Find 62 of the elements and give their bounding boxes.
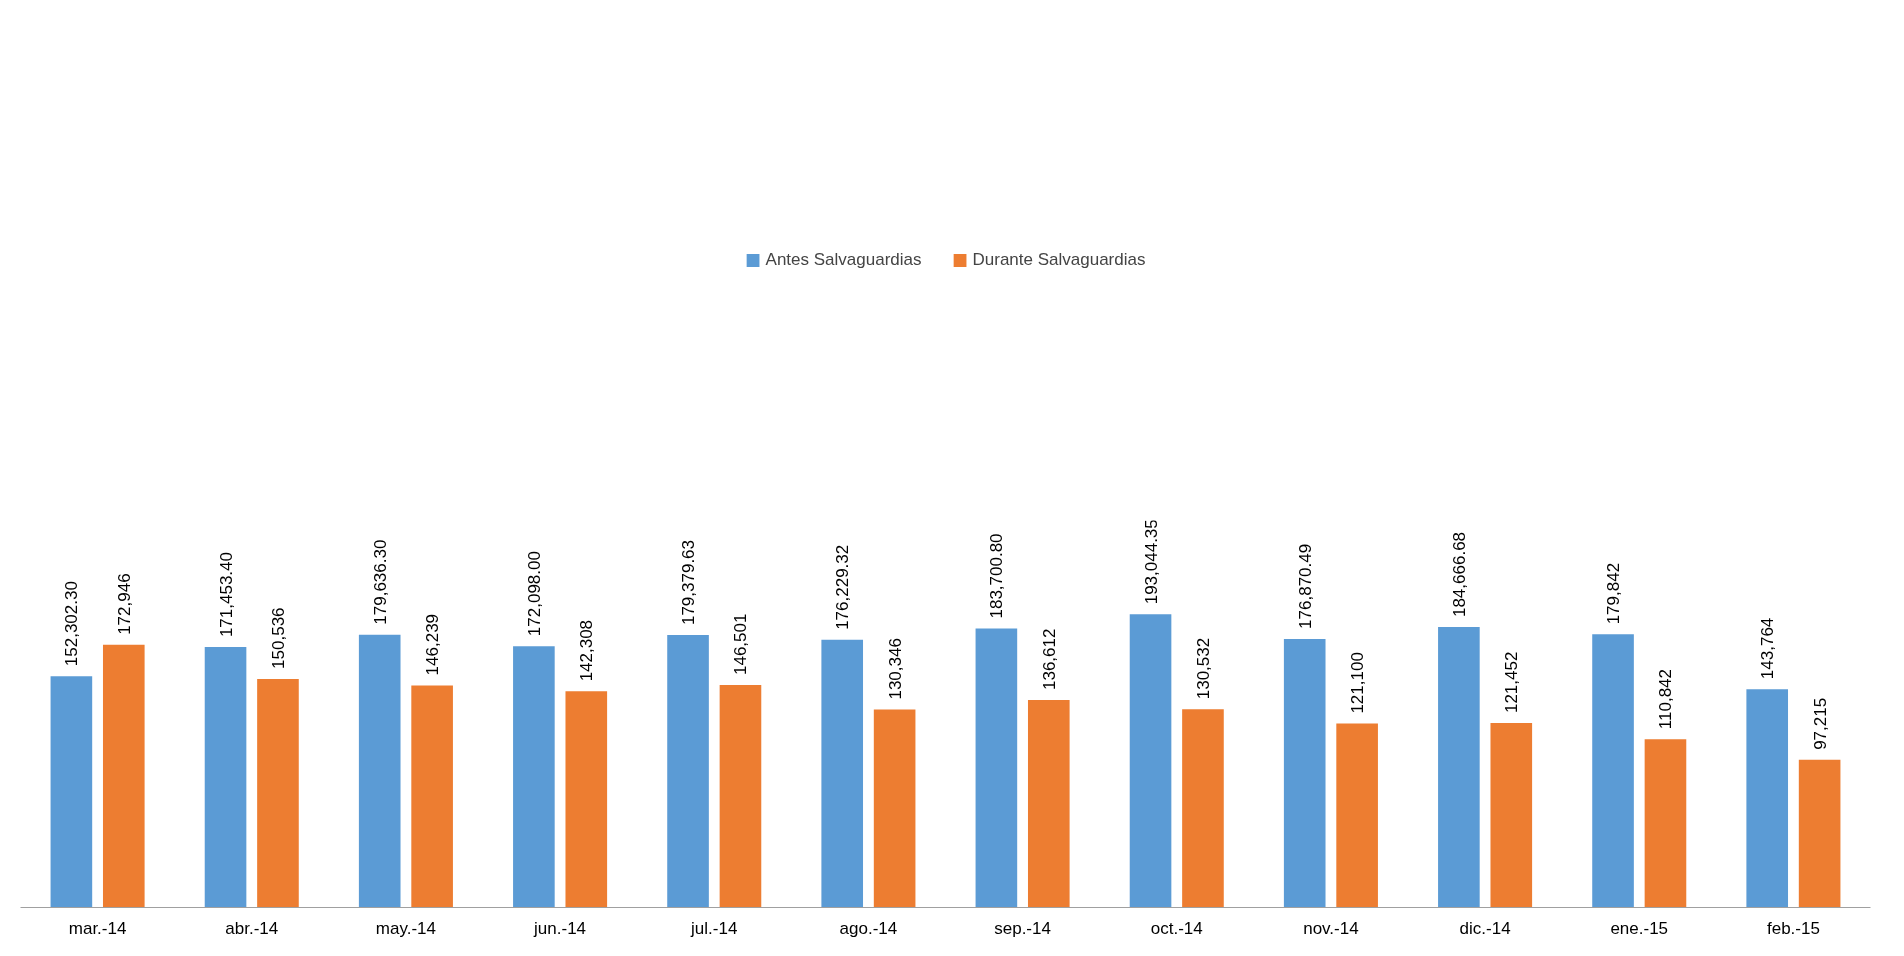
data-label: 146,239 xyxy=(423,613,443,676)
bar xyxy=(1644,739,1687,908)
bar xyxy=(513,646,555,908)
bar xyxy=(975,628,1018,908)
x-tick-label: may.-14 xyxy=(375,918,436,938)
x-tick-label: ago.-14 xyxy=(839,918,898,938)
data-label: 172,946 xyxy=(114,573,134,635)
bar xyxy=(102,644,145,908)
data-label: 193,044.35 xyxy=(1141,519,1161,605)
bar xyxy=(1490,723,1533,908)
data-label: 172,098.00 xyxy=(524,551,544,637)
legend-label: Durante Salvaguardias xyxy=(972,250,1146,270)
bar xyxy=(821,639,864,908)
data-label: 143,764 xyxy=(1758,617,1778,680)
bar xyxy=(1592,634,1634,908)
data-label: 176,229.32 xyxy=(833,544,853,630)
bar xyxy=(1746,689,1789,908)
data-label: 136,612 xyxy=(1039,628,1059,691)
x-tick-label: ene.-15 xyxy=(1610,918,1669,938)
x-tick-label: oct.-14 xyxy=(1150,918,1203,938)
bar xyxy=(204,647,247,908)
bar xyxy=(1336,723,1378,908)
data-label: 176,870.49 xyxy=(1295,543,1315,629)
data-label: 110,842 xyxy=(1656,668,1676,730)
x-tick-label: dic.-14 xyxy=(1459,918,1511,938)
bar xyxy=(1027,700,1070,908)
x-tick-label: jul.-14 xyxy=(690,918,738,938)
bar xyxy=(1438,627,1480,908)
bar xyxy=(411,685,453,908)
bar xyxy=(50,676,93,908)
bar xyxy=(257,678,299,908)
x-tick-label: feb.-15 xyxy=(1766,918,1820,938)
data-label: 142,308 xyxy=(577,619,597,682)
bar xyxy=(1798,759,1841,908)
data-label: 121,452 xyxy=(1502,651,1522,714)
data-label: 179,636.30 xyxy=(370,539,390,625)
data-label: 121,100 xyxy=(1348,652,1368,714)
x-tick-label: mar.-14 xyxy=(68,918,127,938)
bar xyxy=(667,635,709,908)
data-label: 130,532 xyxy=(1193,637,1213,700)
data-label: 146,501 xyxy=(731,613,751,675)
data-label: 171,453.40 xyxy=(216,552,236,638)
bar xyxy=(1283,638,1326,908)
bar xyxy=(719,685,762,908)
legend-label: Antes Salvaguardias xyxy=(765,250,922,270)
data-label: 97,215 xyxy=(1810,697,1830,750)
x-tick-label: sep.-14 xyxy=(994,918,1051,938)
bar xyxy=(1182,709,1224,908)
bar xyxy=(873,709,916,908)
x-tick-label: nov.-14 xyxy=(1303,918,1359,938)
data-label: 184,666.68 xyxy=(1449,531,1469,618)
data-label: 130,346 xyxy=(885,638,905,700)
bar xyxy=(358,634,401,908)
data-label: 179,379.63 xyxy=(679,539,699,626)
data-label: 183,700.80 xyxy=(987,533,1007,619)
x-tick-label: abr.-14 xyxy=(225,918,279,938)
bar xyxy=(1129,614,1172,908)
data-label: 179,842 xyxy=(1604,562,1624,625)
bar xyxy=(565,691,608,908)
x-tick-label: jun.-14 xyxy=(533,918,587,938)
data-label: 152,302.30 xyxy=(62,581,82,667)
data-label: 150,536 xyxy=(268,607,288,669)
